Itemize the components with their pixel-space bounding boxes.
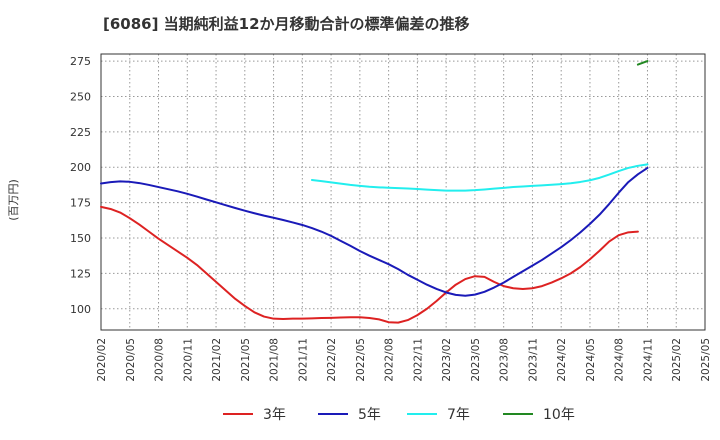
x-tick-label: 2020/08 xyxy=(154,338,166,382)
y-tick-label: 125 xyxy=(70,267,91,280)
plot-frame xyxy=(100,53,706,331)
x-tick-label: 2020/02 xyxy=(96,338,108,382)
x-tick-label: 2025/02 xyxy=(671,338,683,382)
x-tick-label: 2022/11 xyxy=(412,338,424,382)
y-tick-labels: 100 125 150 175 200 225 250 275 xyxy=(70,55,91,316)
y-tick-label: 250 xyxy=(70,90,91,103)
series-line-3年 xyxy=(100,205,639,324)
y-tick-label: 200 xyxy=(70,161,91,174)
series-line-7年 xyxy=(310,163,649,192)
x-tick-label: 2021/05 xyxy=(240,338,252,382)
x-tick-label: 2024/02 xyxy=(556,338,568,382)
x-tick-label: 2024/11 xyxy=(642,338,654,382)
x-tick-label: 2022/08 xyxy=(384,338,396,382)
x-tick-label: 2021/08 xyxy=(269,338,281,382)
series-line-5年 xyxy=(100,166,649,297)
x-tick-label: 2023/08 xyxy=(499,338,511,382)
x-tick-label: 2024/05 xyxy=(585,338,597,382)
legend-label: 7年 xyxy=(447,407,470,423)
y-tick-label: 225 xyxy=(70,126,91,139)
x-tick-label: 2021/11 xyxy=(297,338,309,382)
legend-label: 5年 xyxy=(358,407,381,423)
x-tick-label: 2023/05 xyxy=(470,338,482,382)
y-tick-label: 100 xyxy=(70,303,91,316)
x-tick-label: 2023/11 xyxy=(527,338,539,382)
y-tick-label: 175 xyxy=(70,197,91,210)
x-tick-label: 2020/05 xyxy=(125,338,137,382)
x-tick-label: 2025/05 xyxy=(700,338,712,382)
x-tick-label: 2023/02 xyxy=(441,338,453,382)
x-tick-label: 2024/08 xyxy=(614,338,626,382)
chart-title: [6086] 当期純利益12か月移動合計の標準偏差の推移 xyxy=(103,15,470,33)
legend-label: 3年 xyxy=(263,407,286,423)
series-layer xyxy=(100,60,649,324)
y-axis-label: (百万円) xyxy=(7,179,20,221)
x-tick-label: 2021/02 xyxy=(211,338,223,382)
grid-layer xyxy=(101,54,705,330)
x-tick-labels: 2020/02 2020/05 2020/08 2020/11 2021/02 2021/… xyxy=(96,338,712,382)
legend-label: 10年 xyxy=(543,407,575,423)
legend: 3年 5年 7年 10年 xyxy=(223,407,575,423)
x-tick-label: 2022/05 xyxy=(355,338,367,382)
x-tick-label: 2020/11 xyxy=(182,338,194,382)
x-tick-label: 2022/02 xyxy=(326,338,338,382)
y-tick-label: 275 xyxy=(70,55,91,68)
y-tick-label: 150 xyxy=(70,232,91,245)
series-line-10年 xyxy=(636,60,649,66)
